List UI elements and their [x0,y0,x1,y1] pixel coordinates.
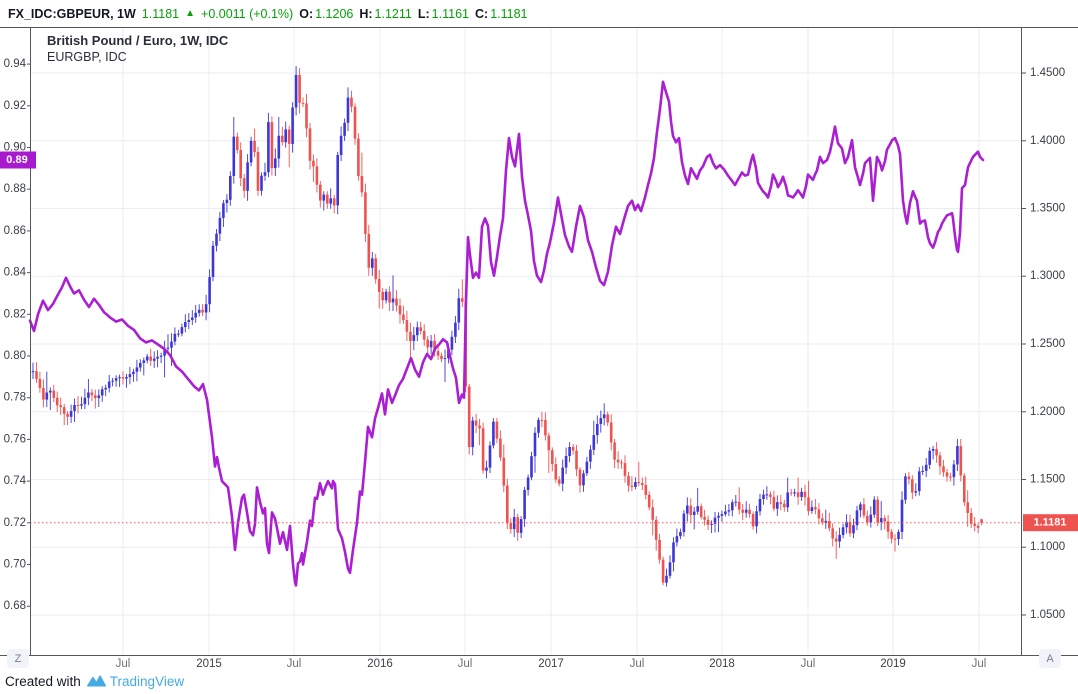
svg-text:Jul: Jul [801,658,816,670]
low-label: L: [417,6,430,21]
right-axis-auto-button[interactable]: A [1039,649,1061,668]
svg-text:0.68: 0.68 [4,600,26,612]
svg-text:0.94: 0.94 [4,58,27,70]
low-value: 1.1161 [431,6,469,21]
gbpeur-price-badge [1023,514,1078,532]
left-axis-mode-button[interactable]: Z [7,649,29,668]
eurgbp-line-series [28,80,985,587]
svg-text:0.70: 0.70 [4,559,26,571]
svg-text:0.84: 0.84 [4,267,27,279]
symbol-title: FX_IDC:GBPEUR, 1W [8,6,136,21]
eurgbp-price-badge [0,151,36,169]
svg-text:1.4000: 1.4000 [1030,135,1065,147]
svg-text:1.0500: 1.0500 [1030,609,1065,621]
svg-text:0.90: 0.90 [4,142,26,154]
eurgbp-badge-value: 0.89 [6,154,27,166]
svg-text:0.92: 0.92 [4,100,26,112]
plot-borders [0,27,1078,656]
svg-text:1.3000: 1.3000 [1030,270,1065,282]
svg-text:0.78: 0.78 [4,392,26,404]
created-with-label: Created with [5,673,81,689]
svg-text:2019: 2019 [880,658,906,670]
svg-text:Jul: Jul [116,658,131,670]
close-label: C: [474,6,489,21]
price-up-arrow-icon: ▲ [185,8,196,19]
legend-compare-series[interactable]: EURGBP, IDC [47,50,127,64]
svg-text:Jul: Jul [630,658,645,670]
svg-text:Jul: Jul [972,658,987,670]
svg-text:1.4500: 1.4500 [1030,67,1065,79]
svg-text:Jul: Jul [287,658,302,670]
last-price: 1.1181 [141,6,180,21]
svg-text:0.88: 0.88 [4,183,26,195]
svg-text:1.1500: 1.1500 [1030,474,1065,486]
svg-text:0.82: 0.82 [4,308,26,320]
svg-text:1.2000: 1.2000 [1030,406,1065,418]
footer-bar: Created with TradingView [0,668,1078,694]
quote-bar: FX_IDC:GBPEUR, 1W 1.1181 ▲ +0.0011 (+0.1… [0,0,1078,27]
svg-text:0.80: 0.80 [4,350,26,362]
svg-text:0.74: 0.74 [4,475,27,487]
close-value: 1.1181 [490,6,528,21]
gbpeur-badge-value: 1.1181 [1033,517,1066,529]
svg-text:Jul: Jul [458,658,473,670]
time-axis[interactable]: Jul 2015 Jul 2016 Jul 2017 Jul 2018 Jul 2019 Jul [116,658,987,670]
right-price-axis[interactable]: 1.4500 1.4000 1.3500 1.3000 1.2500 1.2000 1.15… [1022,67,1078,621]
left-price-axis[interactable]: 0.94 0.92 0.90 0.88 0.86 0.84 0.82 0.80 0.78 0.76… [0,58,36,612]
svg-text:0.72: 0.72 [4,517,26,529]
svg-text:0.86: 0.86 [4,225,26,237]
svg-text:1.1000: 1.1000 [1030,541,1065,553]
high-label: H: [359,6,373,21]
high-value: 1.1211 [374,6,412,21]
svg-text:1.3500: 1.3500 [1030,203,1065,215]
svg-text:2017: 2017 [538,658,564,670]
candlestick-series [31,66,983,587]
svg-text:0.76: 0.76 [4,433,26,445]
legend-main-series[interactable]: British Pound / Euro, 1W, IDC [47,33,229,48]
open-value: 1.1206 [315,6,354,21]
price-change: +0.0011 (+0.1%) [201,6,294,21]
svg-text:2015: 2015 [196,658,222,670]
chart-legend: British Pound / Euro, 1W, IDC EURGBP, ID… [47,32,228,66]
open-label: O: [299,6,314,21]
tradingview-link[interactable]: TradingView [109,673,185,689]
grid [30,28,1022,655]
svg-text:2016: 2016 [367,658,393,670]
tradingview-logo-icon [86,674,106,688]
svg-text:2018: 2018 [709,658,735,670]
svg-text:1.2500: 1.2500 [1030,338,1065,350]
